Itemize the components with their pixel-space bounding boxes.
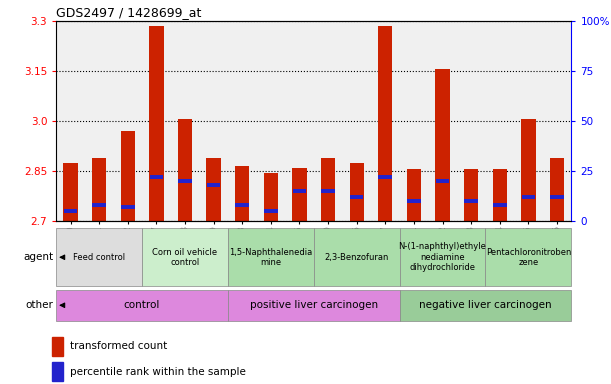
Bar (493, 203, 507, 207)
Bar (350, 195, 364, 199)
Bar (486, 228, 571, 286)
Text: positive liver carcinogen: positive liver carcinogen (250, 300, 378, 310)
Bar (178, 119, 192, 221)
Bar (92, 157, 106, 221)
Text: negative liver carcinogen: negative liver carcinogen (419, 300, 552, 310)
Bar (400, 290, 571, 321)
Text: Pentachloronitroben
zene: Pentachloronitroben zene (486, 248, 571, 267)
Bar (207, 157, 221, 221)
Text: N-(1-naphthyl)ethyle
nediamine
dihydrochloride: N-(1-naphthyl)ethyle nediamine dihydroch… (398, 242, 486, 272)
Text: other: other (26, 300, 53, 310)
Bar (52, 337, 63, 356)
Bar (292, 167, 307, 221)
Bar (92, 203, 106, 207)
Bar (264, 209, 277, 213)
Bar (235, 203, 249, 207)
Bar (521, 119, 535, 221)
Text: transformed count: transformed count (70, 341, 167, 351)
Bar (56, 290, 228, 321)
Text: Feed control: Feed control (73, 253, 125, 262)
Text: control: control (124, 300, 160, 310)
Bar (550, 157, 564, 221)
Bar (64, 209, 78, 213)
Bar (120, 131, 135, 221)
Bar (550, 195, 564, 199)
Bar (121, 205, 134, 209)
Bar (522, 195, 535, 199)
Bar (178, 179, 192, 183)
Bar (436, 70, 450, 221)
Bar (378, 175, 392, 179)
Bar (228, 290, 400, 321)
Bar (321, 189, 335, 193)
Bar (436, 179, 449, 183)
Text: 1,5-Naphthalenedia
mine: 1,5-Naphthalenedia mine (229, 248, 312, 267)
Text: 2,3-Benzofuran: 2,3-Benzofuran (324, 253, 389, 262)
Bar (407, 169, 421, 221)
Bar (228, 228, 314, 286)
Bar (492, 169, 507, 221)
Text: GDS2497 / 1428699_at: GDS2497 / 1428699_at (56, 5, 202, 18)
Bar (464, 169, 478, 221)
Bar (207, 183, 221, 187)
Bar (321, 157, 335, 221)
Text: Corn oil vehicle
control: Corn oil vehicle control (152, 248, 218, 267)
Bar (235, 166, 249, 221)
Text: percentile rank within the sample: percentile rank within the sample (70, 367, 246, 377)
Text: agent: agent (23, 252, 53, 262)
Bar (293, 189, 306, 193)
Bar (349, 162, 364, 221)
Bar (64, 162, 78, 221)
Bar (52, 362, 63, 381)
Bar (464, 199, 478, 203)
Bar (56, 228, 142, 286)
Bar (400, 228, 486, 286)
Bar (314, 228, 400, 286)
Bar (150, 175, 163, 179)
Bar (407, 199, 421, 203)
Bar (264, 172, 278, 221)
Bar (149, 26, 164, 221)
Bar (142, 228, 228, 286)
Bar (378, 26, 392, 221)
